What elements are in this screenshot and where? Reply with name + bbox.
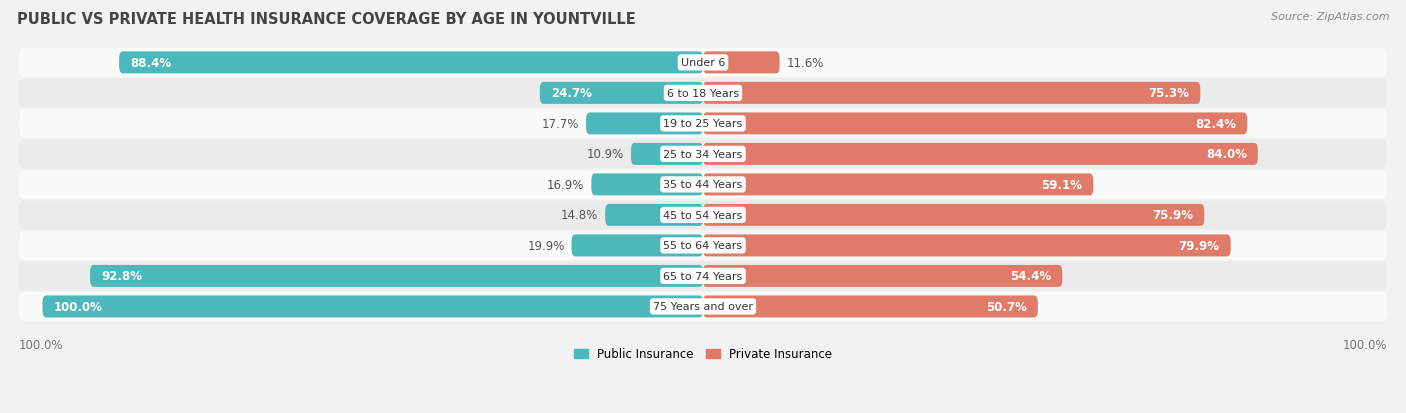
Text: 17.7%: 17.7% — [541, 118, 579, 131]
Text: 16.9%: 16.9% — [547, 178, 585, 192]
FancyBboxPatch shape — [703, 83, 1201, 104]
FancyBboxPatch shape — [703, 113, 1247, 135]
FancyBboxPatch shape — [20, 140, 1386, 169]
Text: 100.0%: 100.0% — [20, 338, 63, 351]
Text: 82.4%: 82.4% — [1195, 118, 1236, 131]
FancyBboxPatch shape — [20, 292, 1386, 321]
Text: 75.3%: 75.3% — [1149, 87, 1189, 100]
Text: Source: ZipAtlas.com: Source: ZipAtlas.com — [1271, 12, 1389, 22]
Text: 11.6%: 11.6% — [786, 57, 824, 70]
FancyBboxPatch shape — [586, 113, 703, 135]
FancyBboxPatch shape — [540, 83, 703, 104]
Text: 79.9%: 79.9% — [1178, 240, 1220, 252]
FancyBboxPatch shape — [703, 265, 1063, 287]
Text: 14.8%: 14.8% — [561, 209, 599, 222]
Text: 50.7%: 50.7% — [986, 300, 1026, 313]
FancyBboxPatch shape — [20, 110, 1386, 138]
Text: 75 Years and over: 75 Years and over — [652, 302, 754, 312]
Text: 84.0%: 84.0% — [1206, 148, 1247, 161]
FancyBboxPatch shape — [631, 144, 703, 166]
FancyBboxPatch shape — [20, 262, 1386, 291]
Text: 88.4%: 88.4% — [131, 57, 172, 70]
Legend: Public Insurance, Private Insurance: Public Insurance, Private Insurance — [569, 343, 837, 366]
FancyBboxPatch shape — [703, 235, 1230, 257]
FancyBboxPatch shape — [20, 49, 1386, 78]
FancyBboxPatch shape — [703, 174, 1094, 196]
FancyBboxPatch shape — [20, 171, 1386, 199]
Text: 100.0%: 100.0% — [1343, 338, 1386, 351]
Text: 19 to 25 Years: 19 to 25 Years — [664, 119, 742, 129]
FancyBboxPatch shape — [703, 144, 1258, 166]
Text: 24.7%: 24.7% — [551, 87, 592, 100]
Text: 45 to 54 Years: 45 to 54 Years — [664, 210, 742, 221]
FancyBboxPatch shape — [20, 79, 1386, 108]
Text: 100.0%: 100.0% — [53, 300, 103, 313]
Text: 10.9%: 10.9% — [586, 148, 624, 161]
FancyBboxPatch shape — [90, 265, 703, 287]
Text: PUBLIC VS PRIVATE HEALTH INSURANCE COVERAGE BY AGE IN YOUNTVILLE: PUBLIC VS PRIVATE HEALTH INSURANCE COVER… — [17, 12, 636, 27]
Text: 6 to 18 Years: 6 to 18 Years — [666, 89, 740, 99]
Text: 75.9%: 75.9% — [1153, 209, 1194, 222]
FancyBboxPatch shape — [20, 232, 1386, 260]
FancyBboxPatch shape — [120, 52, 703, 74]
Text: 55 to 64 Years: 55 to 64 Years — [664, 241, 742, 251]
Text: 25 to 34 Years: 25 to 34 Years — [664, 150, 742, 159]
Text: 92.8%: 92.8% — [101, 270, 142, 283]
FancyBboxPatch shape — [20, 201, 1386, 230]
FancyBboxPatch shape — [703, 204, 1205, 226]
Text: 35 to 44 Years: 35 to 44 Years — [664, 180, 742, 190]
Text: Under 6: Under 6 — [681, 58, 725, 68]
FancyBboxPatch shape — [703, 296, 1038, 318]
FancyBboxPatch shape — [572, 235, 703, 257]
FancyBboxPatch shape — [605, 204, 703, 226]
Text: 19.9%: 19.9% — [527, 240, 565, 252]
FancyBboxPatch shape — [42, 296, 703, 318]
Text: 59.1%: 59.1% — [1042, 178, 1083, 192]
FancyBboxPatch shape — [592, 174, 703, 196]
Text: 54.4%: 54.4% — [1010, 270, 1052, 283]
FancyBboxPatch shape — [703, 52, 779, 74]
Text: 65 to 74 Years: 65 to 74 Years — [664, 271, 742, 281]
